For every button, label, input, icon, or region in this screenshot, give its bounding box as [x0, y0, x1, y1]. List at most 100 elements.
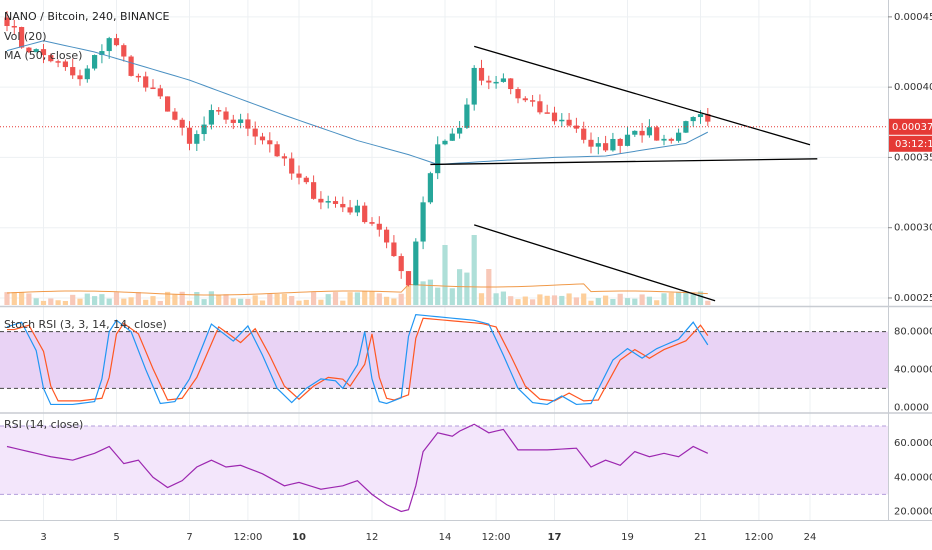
- volume-bar: [143, 299, 149, 305]
- volume-bar: [106, 298, 112, 305]
- volume-bar: [296, 300, 302, 305]
- candle-body: [537, 101, 543, 113]
- volume-bar: [201, 299, 207, 305]
- candle-body: [55, 61, 61, 63]
- volume-bar: [194, 291, 200, 305]
- pane-dividers[interactable]: [0, 0, 932, 521]
- candle-body: [208, 110, 214, 125]
- trendline: [474, 224, 716, 302]
- volume-bar: [595, 298, 601, 305]
- candle-body: [26, 47, 32, 53]
- volume-bar: [121, 298, 127, 305]
- trendlines[interactable]: [430, 45, 818, 302]
- volume-bar: [427, 279, 433, 305]
- candlesticks[interactable]: [4, 11, 711, 287]
- volume-bar: [639, 294, 645, 305]
- candle-body: [639, 130, 645, 136]
- volume-bar: [84, 293, 90, 305]
- rsi-axis[interactable]: 60.0000 40.0000 20.0000: [894, 438, 932, 517]
- current-price-tag: 0.0003718 03:12:12: [889, 118, 932, 152]
- candle-body: [478, 67, 485, 81]
- time-tick-label: 10: [292, 532, 306, 543]
- candle-body: [697, 114, 704, 118]
- volume-bar: [4, 292, 10, 305]
- candle-body: [449, 133, 455, 141]
- candle-body: [420, 202, 426, 242]
- volume-bar: [238, 298, 244, 305]
- candle-body: [624, 134, 631, 146]
- volume-bar: [26, 293, 32, 305]
- volume-bar: [165, 291, 171, 305]
- candle-body: [216, 110, 222, 112]
- candle-body: [165, 96, 171, 112]
- volume-bar: [559, 295, 565, 305]
- volume-bar: [208, 291, 214, 305]
- candle-body: [610, 138, 616, 151]
- candle-body: [259, 136, 266, 141]
- candle-body: [143, 76, 149, 88]
- candle-body: [238, 119, 244, 123]
- volume-bar: [62, 300, 68, 305]
- volume-bars: [4, 235, 711, 305]
- volume-bar: [216, 295, 222, 305]
- ma-50-line: [6, 40, 709, 165]
- rsi-title[interactable]: RSI (14, close): [4, 418, 84, 431]
- candle-body: [391, 242, 397, 257]
- volume-bar: [478, 293, 485, 305]
- volume-bar: [398, 293, 404, 305]
- candle-body: [654, 127, 660, 141]
- candle-body: [194, 134, 200, 144]
- volume-bar: [332, 292, 339, 305]
- candle-body: [581, 128, 587, 140]
- candle-body: [40, 49, 47, 56]
- volume-bar: [340, 300, 346, 305]
- volume-bar: [588, 300, 594, 305]
- candle-body: [683, 121, 689, 133]
- volume-bar: [362, 291, 368, 305]
- volume-bar: [697, 291, 704, 305]
- trendline: [430, 158, 818, 166]
- volume-bar: [632, 298, 638, 305]
- volume-bar: [186, 300, 193, 305]
- candle-body: [369, 222, 375, 224]
- volume-bar: [230, 298, 236, 305]
- time-tick-label: 24: [804, 532, 817, 543]
- candle-body: [179, 119, 185, 128]
- candle-body: [121, 45, 127, 57]
- volume-legend[interactable]: Vol (20): [4, 30, 47, 43]
- candle-body: [500, 78, 506, 82]
- rsi-lines: [0, 423, 888, 513]
- price-tick-label: 0.0003000: [894, 223, 932, 234]
- candle-body: [632, 130, 638, 135]
- candle-body: [347, 207, 353, 213]
- candle-body: [267, 140, 273, 145]
- price-tick-label: 0.0004000: [894, 82, 932, 93]
- stoch-d-line: [7, 317, 709, 402]
- candle-body: [113, 38, 120, 46]
- candle-body: [281, 156, 287, 159]
- time-tick-label: 14: [439, 532, 452, 543]
- ma-legend[interactable]: MA (50, close): [4, 49, 83, 62]
- stoch-rsi-axis[interactable]: 80.0000 40.0000 0.0000: [894, 327, 932, 414]
- volume-bar: [303, 299, 309, 305]
- volume-bar: [668, 292, 674, 305]
- time-axis[interactable]: 3 5 7 12:00 10 12 14 12:00 17 19 21 12:00 24: [40, 532, 816, 543]
- volume-bar: [544, 295, 550, 305]
- volume-bar: [19, 291, 25, 305]
- price-axis[interactable]: 0.0004500 0.0004000 0.0003500 0.0003000 0.00…: [888, 12, 932, 304]
- price-tag-box: [889, 118, 932, 135]
- volume-bar: [391, 298, 397, 305]
- volume-bar: [281, 293, 287, 305]
- price-tick-label: 0.0002500: [894, 293, 932, 304]
- candle-body: [172, 111, 178, 120]
- candle-body: [296, 173, 302, 178]
- candle-body: [471, 67, 477, 105]
- volume-bar: [179, 291, 185, 305]
- volume-bar: [172, 294, 178, 305]
- candle-body: [223, 111, 229, 120]
- stoch-rsi-title[interactable]: Stoch RSI (3, 3, 14, 14, close): [4, 318, 167, 331]
- volume-bar: [11, 292, 17, 305]
- volume-bar: [157, 300, 163, 305]
- candle-body: [252, 128, 258, 137]
